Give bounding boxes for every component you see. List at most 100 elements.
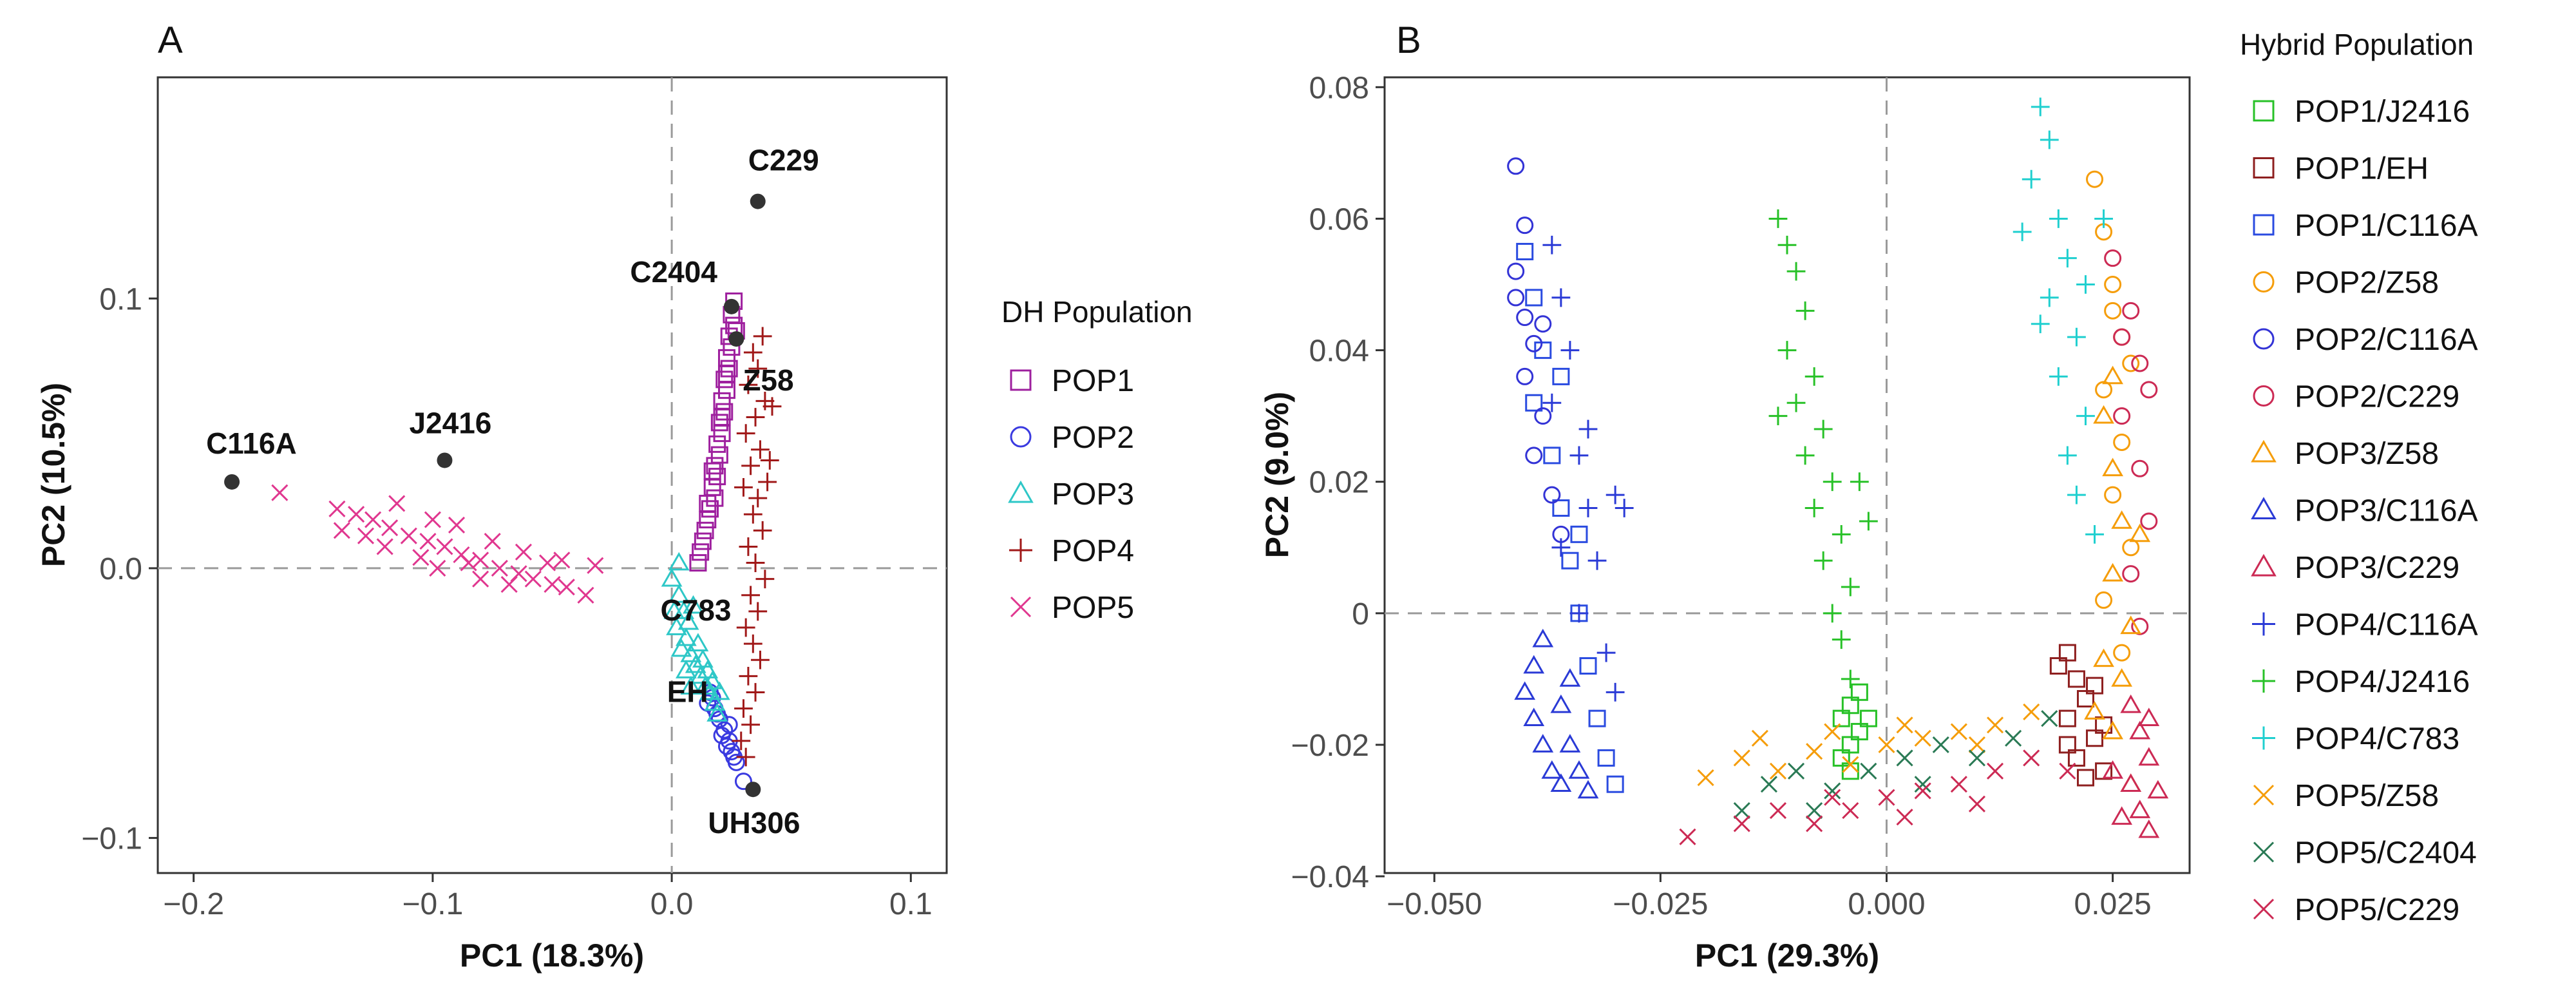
panel-a-point-pop5 <box>400 527 417 544</box>
panel-a-y-tick-label: −0.1 <box>81 822 142 856</box>
panel-b-point-pop5-z58 <box>1733 749 1750 767</box>
panel-a-point-pop4 <box>748 602 768 621</box>
panel-b-point-pop4-j2416 <box>1859 512 1878 531</box>
panel-a-point-pop3 <box>687 633 709 652</box>
panel-b-point-pop5-c229 <box>1914 782 1931 800</box>
panel-b-point-pop2-c229 <box>2122 565 2140 583</box>
panel-b-point-pop4-c116a <box>1569 446 1589 465</box>
panel-a-point-pop5 <box>412 549 430 566</box>
panel-b-point-pop4-c783 <box>2094 209 2113 228</box>
panel-b-point-pop3-z58 <box>2102 457 2124 477</box>
panel-b-y-tick-label: −0.04 <box>1291 860 1369 894</box>
panel-a-point-pop4 <box>748 359 768 378</box>
panel-b-point-pop5-c2404 <box>1932 736 1949 754</box>
panel-b-x-tick-label: 0.000 <box>1848 887 1925 921</box>
panel-a-point-pop4 <box>743 343 762 362</box>
panel-b-point-pop4-j2416 <box>1814 551 1833 570</box>
panel-b-point-pop1-j2416 <box>1832 749 1850 767</box>
panel-a-legend-key-pop3 <box>1008 480 1034 503</box>
panel-b-legend-key-pop4-c116a <box>2252 612 2275 636</box>
panel-b-point-pop3-c116a <box>1532 628 1554 648</box>
panel-b-point-pop4-c116a <box>1560 341 1580 360</box>
panel-b-legend-label-pop3-c116a: POP3/C116A <box>2295 494 2478 528</box>
panel-b-point-pop2-c116a <box>1516 309 1534 327</box>
panel-b-y-tick-label: 0 <box>1352 597 1369 631</box>
panel-a-legend-key-pop2 <box>1010 426 1032 448</box>
panel-b-legend-key-pop4-c783 <box>2252 726 2275 750</box>
panel-a-point-pop2 <box>699 694 717 712</box>
panel-b-point-pop4-j2416 <box>1795 446 1815 465</box>
panel-b-point-pop4-j2416 <box>1804 367 1824 386</box>
panel-b-legend-label-pop2-c229: POP2/C229 <box>2295 380 2459 414</box>
panel-a-point-pop1 <box>692 543 710 561</box>
panel-b-point-pop4-c783 <box>2049 367 2068 386</box>
panel-b-point-pop2-c229 <box>2113 407 2131 425</box>
panel-a-point-pop1 <box>720 360 738 378</box>
panel-b-y-axis-title: PC2 (9.0%) <box>1259 392 1295 558</box>
panel-b-point-pop5-c229 <box>2059 762 2076 780</box>
panel-b-legend-key-pop1-eh <box>2253 157 2275 178</box>
panel-b-legend-key-pop2-z58 <box>2253 271 2275 293</box>
panel-a-point-pop4 <box>741 456 761 475</box>
panel-b-point-pop5-c229 <box>1824 789 1841 806</box>
panel-b-legend-label-pop5-c2404: POP5/C2404 <box>2295 836 2477 870</box>
panel-a-point-pop3 <box>708 681 730 700</box>
panel-b-legend-key-pop5-z58 <box>2253 784 2275 806</box>
panel-b-point-pop3-c116a <box>1550 773 1572 792</box>
panel-a-point-pop1 <box>710 414 728 432</box>
panel-a-legend-key-pop4 <box>1009 539 1032 562</box>
panel-a-point-pop3 <box>697 660 719 678</box>
panel-a-y-tick-label: 0.0 <box>99 552 142 586</box>
panel-a-point-pop4 <box>741 715 761 735</box>
panel-b-point-pop1-eh <box>2086 677 2104 695</box>
panel-a-point-pop4 <box>739 537 758 556</box>
panel-b-point-pop2-c229 <box>2131 617 2149 635</box>
panel-a-point-pop5 <box>500 575 518 593</box>
panel-b-point-pop3-c229 <box>2129 720 2151 740</box>
panel-b-point-pop4-c783 <box>2067 485 2086 504</box>
panel-b-point-pop5-z58 <box>1697 769 1714 787</box>
panel-b-point-pop4-j2416 <box>1768 209 1788 228</box>
panel-b-point-pop1-c116a <box>1570 525 1588 543</box>
panel-a-point-pop5 <box>460 554 477 571</box>
panel-a-parent-labels: C229 C2404 Z58 C116A J2416 C783 EH UH306 <box>206 144 819 840</box>
panel-b-point-pop1-c116a <box>1552 499 1570 517</box>
panel-b-point-pop4-c116a <box>1605 682 1625 702</box>
panel-a-point-pop4 <box>746 408 765 427</box>
panel-a-point-pop4 <box>736 424 755 443</box>
panel-a-point-pop1 <box>706 457 724 475</box>
panel-b-point-pop2-c116a <box>1516 367 1534 385</box>
panel-a-x-axis-title: PC1 (18.3%) <box>460 937 644 974</box>
panel-a-point-pop5 <box>365 511 382 528</box>
parent-label-c116a: C116A <box>206 427 297 460</box>
panel-b-point-pop4-c783 <box>2040 130 2059 149</box>
panel-b-legend-key-pop5-c2404 <box>2253 841 2275 863</box>
panel-b-point-pop3-z58 <box>2093 648 2114 667</box>
panel-b-point-pop5-c229 <box>1986 762 2004 780</box>
panel-b-y-ticks: 0.08 0.06 0.04 0.02 0 −0.02 −0.04 <box>1291 71 1385 894</box>
panel-a-point-pop5 <box>539 554 556 571</box>
panel-a-point-pop4 <box>741 586 761 605</box>
panel-a-legend-key-pop5 <box>1010 596 1032 618</box>
panel-b-point-pop4-c783 <box>2022 169 2041 189</box>
panel-b-point-pop3-z58 <box>2102 562 2124 582</box>
panel-b-y-tick-label: 0.04 <box>1309 334 1369 369</box>
panel-a-point-pop5 <box>577 586 594 604</box>
panel-b-legend-label-pop2-z58: POP2/Z58 <box>2295 266 2439 300</box>
panel-a-point-pop1 <box>713 408 731 426</box>
panel-b-point-pop5-c2404 <box>1914 776 1931 793</box>
panel-b-legend-label-pop4-c783: POP4/C783 <box>2295 722 2459 756</box>
panel-a-point-pop1 <box>715 403 734 421</box>
panel-b-point-pop3-c229 <box>2129 800 2151 818</box>
panel-b-legend-key-pop3-z58 <box>2251 439 2277 463</box>
panel-b-point-pop5-z58 <box>2023 703 2040 721</box>
panel-b-legend-key-pop1-j2416 <box>2253 100 2275 122</box>
panel-b-point-pop1-c116a <box>1579 657 1597 675</box>
panel-a-point-pop3 <box>680 644 702 662</box>
panel-a-point-pop4 <box>758 472 777 492</box>
panel-b-point-pop4-j2416 <box>1850 472 1869 492</box>
panel-b-point-pop2-z58 <box>2113 644 2131 662</box>
panel-b-point-pop2-c229 <box>2104 249 2122 267</box>
panel-b-point-pop3-c116a <box>1577 780 1599 799</box>
panel-a-point-pop3 <box>668 584 690 603</box>
